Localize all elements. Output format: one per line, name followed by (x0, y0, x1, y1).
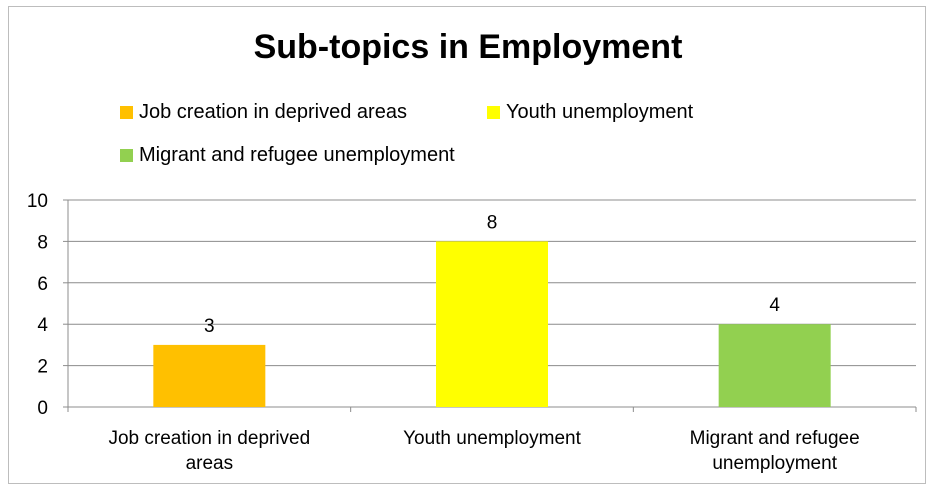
legend-label-migrant-refugee: Migrant and refugee unemployment (139, 144, 455, 166)
legend-item-job-creation: Job creation in deprived areas (120, 101, 407, 124)
bar (153, 344, 266, 407)
data-label: 3 (204, 316, 215, 337)
x-tick-label: Youth unemployment (372, 426, 612, 451)
chart-title: Sub-topics in Employment (253, 28, 683, 66)
y-tick-label: 6 (37, 274, 48, 295)
legend-item-migrant-refugee: Migrant and refugee unemployment (120, 144, 455, 167)
legend-item-youth-unemployment: Youth unemployment (487, 101, 693, 124)
y-tick-label: 8 (37, 232, 48, 253)
legend-label-job-creation: Job creation in deprived areas (139, 101, 407, 123)
y-tick-label: 10 (27, 191, 48, 212)
data-label: 8 (487, 212, 498, 233)
legend-swatch-migrant-refugee (120, 149, 133, 162)
y-tick-label: 0 (37, 398, 48, 419)
bar (718, 324, 831, 407)
x-tick-label-line: unemployment (712, 453, 837, 474)
x-tick-label: Job creation in deprived areas (89, 426, 329, 476)
bar (436, 241, 548, 407)
x-tick-label-line: Job creation in deprived areas (108, 428, 311, 474)
x-tick-label: Migrant and refugee unemployment (655, 426, 895, 476)
legend-label-youth-unemployment: Youth unemployment (506, 101, 694, 123)
x-tick-label-line: Youth unemployment (403, 428, 581, 449)
y-tick-label: 2 (37, 357, 48, 378)
legend-swatch-job-creation (120, 106, 133, 119)
x-tick-label-line: Migrant and refugee (689, 428, 860, 449)
data-label: 4 (769, 295, 780, 316)
y-tick-label: 4 (37, 315, 48, 336)
legend-swatch-youth-unemployment (487, 106, 500, 119)
